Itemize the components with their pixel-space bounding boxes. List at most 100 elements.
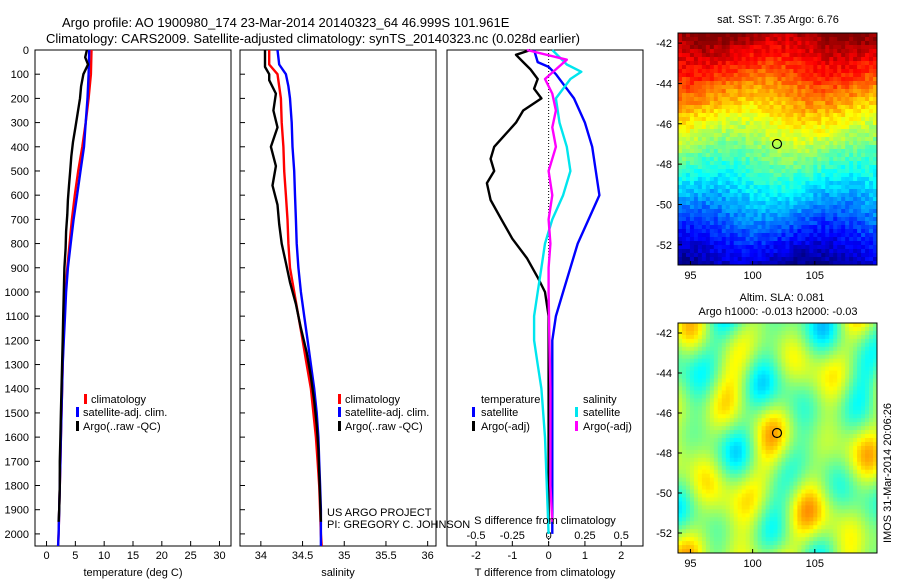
map-cell [793,133,798,138]
map-cell [809,382,814,387]
map-cell [785,249,790,254]
map-cell [805,41,810,46]
map-cell [737,193,743,198]
map-cell [781,225,786,230]
map-cell [761,197,766,202]
map-cell [789,101,794,106]
map-cell [829,49,834,54]
map-cell [833,69,838,74]
map-cell [873,129,878,134]
map-cell [725,61,731,66]
map-cell [785,205,790,210]
map-cell [741,326,747,332]
map-cell [765,165,770,170]
map-cell [753,37,758,42]
map-cell [753,374,758,379]
map-cell [765,465,770,471]
map-cell [797,49,802,54]
map-cell [753,49,758,54]
map-cell [765,229,770,234]
map-cell [793,334,798,340]
map-cell [753,233,758,238]
map-cell [737,390,743,395]
map-cell [793,209,798,214]
map-cell [761,249,766,254]
map-cell [729,461,735,467]
map-cell [785,323,790,328]
map-cell [678,37,683,42]
map-cell [713,338,719,344]
map-cell [681,366,687,371]
map-cell [713,326,719,332]
map-cell [725,441,731,447]
map-cell [705,77,711,82]
map-cell [793,386,798,391]
map-cell [785,233,790,238]
map-cell [717,445,723,451]
map-cell [857,386,862,391]
map-cell [869,402,874,407]
map-cell [777,453,782,459]
map-cell [829,457,834,463]
map-cell [678,209,683,214]
map-cell [845,374,850,379]
map-cell [773,346,778,352]
map-cell [753,326,758,332]
map-cell [733,354,739,360]
map-cell [845,53,850,58]
map-cell [857,81,862,86]
map-cell [837,61,842,66]
map-cell [853,41,858,46]
map-cell [701,382,707,387]
map-cell [789,61,794,66]
map-cell [809,149,814,154]
map-cell [757,378,762,383]
map-cell [793,414,798,419]
map-cell [773,157,778,162]
map-cell [817,430,822,435]
map-cell [689,93,695,98]
map-cell [773,177,778,182]
map-cell [705,209,711,214]
map-cell [821,185,826,190]
map-cell [753,177,758,182]
map-cell [733,113,739,118]
map-cell [737,334,743,340]
map-cell [861,233,866,238]
map-cell [805,354,810,360]
map-cell [817,133,822,138]
map-cell [821,382,826,387]
map-cell [745,57,751,62]
map-cell [853,342,858,348]
map-cell [857,189,862,194]
map-cell [693,101,699,106]
map-cell [693,197,699,202]
map-cell [793,261,798,266]
map-cell [869,129,874,134]
map-cell [761,133,766,138]
map-cell [849,117,854,122]
map-cell [757,346,762,352]
map-cell [841,101,846,106]
map-cell [713,422,719,427]
map-cell [733,73,739,78]
map-cell [777,366,782,371]
map-cell [757,201,762,206]
map-cell [801,386,806,391]
map-cell [697,225,703,230]
map-cell [817,402,822,407]
map-cell [829,338,834,344]
map-cell [741,342,747,348]
map-cell [781,165,786,170]
map-cell [765,133,770,138]
map-cell [745,129,751,134]
map-cell [693,125,699,130]
map-cell [789,57,794,62]
map-cell [865,177,870,182]
map-cell [873,382,878,387]
map-cell [678,161,683,166]
map-cell [745,449,751,455]
map-cell [721,33,727,38]
map-cell [725,137,731,142]
map-cell [793,125,798,130]
